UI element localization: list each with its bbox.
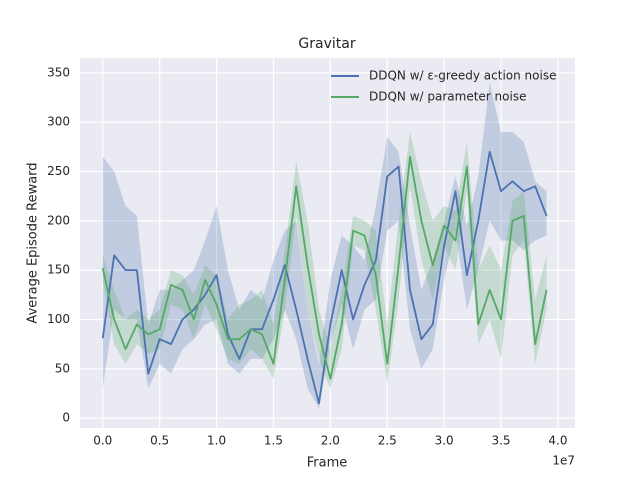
x-tick-label: 3.5: [491, 434, 510, 448]
y-tick-label: 350: [47, 65, 70, 79]
lines: [101, 150, 548, 405]
y-tick-label: 0: [62, 411, 70, 425]
x-tick-label: 4.0: [548, 434, 567, 448]
x-tick-label: 3.0: [435, 434, 454, 448]
x-axis-label: Frame: [307, 456, 348, 471]
y-axis-label: Average Episode Reward: [26, 162, 41, 323]
legend: DDQN w/ ε-greedy action noise DDQN w/ par…: [331, 69, 556, 104]
bands: [102, 82, 547, 409]
x-tick-label: 2.0: [321, 434, 340, 448]
y-tick-label: 200: [47, 213, 70, 227]
legend-label: DDQN w/ ε-greedy action noise: [369, 69, 556, 83]
confidence-band: [102, 82, 547, 409]
x-tick-label: 0.5: [150, 434, 169, 448]
series-line: [101, 155, 548, 380]
y-tick-label: 50: [55, 361, 70, 375]
y-tick-label: 150: [47, 263, 70, 277]
x-offset-label: 1e7: [552, 454, 575, 468]
y-tick-label: 300: [47, 115, 70, 129]
y-tick-label: 100: [47, 312, 70, 326]
x-tick-label: 2.5: [378, 434, 397, 448]
confidence-band: [102, 132, 547, 389]
y-tick-label: 250: [47, 164, 70, 178]
x-tick-label: 1.5: [264, 434, 283, 448]
legend-label: DDQN w/ parameter noise: [369, 90, 526, 104]
chart-title: Gravitar: [298, 36, 355, 52]
x-tick-label: 1.0: [207, 434, 226, 448]
x-tick-label: 0.0: [93, 434, 112, 448]
